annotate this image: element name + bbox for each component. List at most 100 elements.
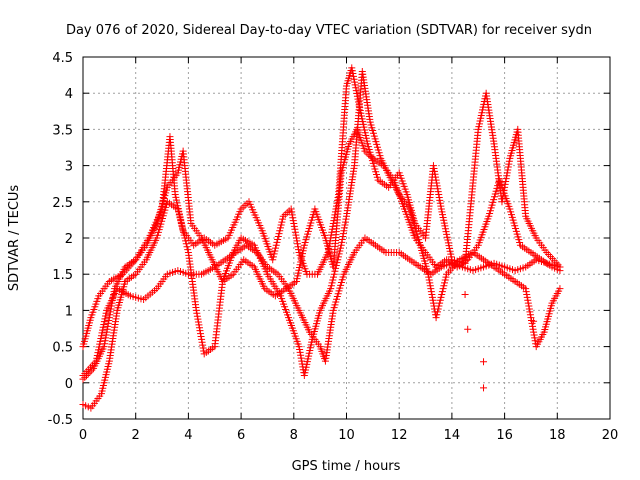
data-point <box>530 328 538 336</box>
y-tick-label: 3 <box>65 160 73 175</box>
data-point <box>526 311 534 319</box>
data-point <box>295 343 303 351</box>
data-point <box>104 322 112 330</box>
data-point <box>436 196 444 204</box>
data-point <box>556 263 564 271</box>
data-point <box>338 235 346 243</box>
data-point <box>429 162 437 170</box>
data-point <box>193 312 201 320</box>
data-point <box>438 288 446 296</box>
data-point <box>498 198 506 206</box>
data-point <box>427 285 435 293</box>
data-point <box>327 282 335 290</box>
x-tick-label: 6 <box>237 428 245 443</box>
data-point <box>296 348 304 356</box>
data-point <box>527 314 535 322</box>
data-point <box>181 234 189 242</box>
data-point <box>433 182 441 190</box>
data-point <box>183 243 191 251</box>
data-point <box>339 233 347 241</box>
data-point <box>180 231 188 239</box>
data-point <box>341 221 349 229</box>
data-point <box>178 222 186 230</box>
data-point <box>290 220 298 228</box>
data-point <box>431 170 439 178</box>
data-point <box>433 179 441 187</box>
grid-lines <box>83 57 610 419</box>
data-point <box>348 64 356 72</box>
y-tick-label: 1 <box>65 304 73 319</box>
data-point <box>329 222 337 230</box>
data-point <box>279 215 287 223</box>
data-point <box>442 273 450 281</box>
data-point <box>480 358 488 366</box>
y-tick-label: 4 <box>65 87 73 102</box>
data-point <box>291 228 299 236</box>
data-point <box>193 309 201 317</box>
data-point <box>434 185 442 193</box>
data-point <box>182 240 190 248</box>
data-point <box>348 67 356 75</box>
data-point <box>194 318 202 326</box>
data-point <box>523 293 531 301</box>
data-point <box>522 288 530 296</box>
data-point <box>342 215 350 223</box>
data-point <box>195 321 203 329</box>
data-point <box>352 84 360 92</box>
data-point <box>425 276 433 284</box>
data-point <box>432 176 440 184</box>
data-point <box>330 273 338 281</box>
data-point <box>525 305 533 313</box>
data-point <box>353 89 361 97</box>
data-point <box>331 267 339 275</box>
data-point <box>199 341 207 349</box>
data-point <box>176 214 184 222</box>
data-point <box>524 296 532 304</box>
y-tick-label: 0.5 <box>52 341 73 356</box>
data-point <box>337 241 345 249</box>
data-point <box>102 331 110 339</box>
data-point <box>102 334 110 342</box>
data-point <box>505 160 513 168</box>
data-point <box>351 78 359 86</box>
data-point <box>441 276 449 284</box>
data-point <box>105 314 113 322</box>
data-point <box>297 354 305 362</box>
data-point <box>431 167 439 175</box>
data-point <box>435 302 443 310</box>
data-point <box>197 330 205 338</box>
data-point <box>529 325 537 333</box>
data-point <box>351 81 359 89</box>
x-tick-label: 4 <box>184 428 192 443</box>
data-point <box>288 208 296 216</box>
data-point <box>435 191 443 199</box>
data-point <box>435 193 443 201</box>
data-point <box>289 214 297 222</box>
x-tick-label: 2 <box>132 428 140 443</box>
data-point <box>522 285 530 293</box>
data-point <box>523 290 531 298</box>
data-point <box>432 314 440 322</box>
x-axis-title: GPS time / hours <box>292 459 401 474</box>
data-point <box>427 288 435 296</box>
data-point <box>292 234 300 242</box>
data-point <box>432 173 440 181</box>
data-point <box>338 238 346 246</box>
data-point <box>336 247 344 255</box>
data-point <box>287 205 295 213</box>
data-point <box>184 246 192 254</box>
data-point <box>436 199 444 207</box>
x-tick-label: 10 <box>338 428 355 443</box>
data-point <box>192 306 200 314</box>
data-point <box>352 87 360 95</box>
data-point <box>199 344 207 352</box>
data-point <box>426 282 434 290</box>
data-point <box>349 72 357 80</box>
data-point <box>291 225 299 233</box>
data-point <box>334 253 342 261</box>
data-point <box>105 317 113 325</box>
data-point <box>464 325 472 333</box>
data-point <box>269 256 277 264</box>
data-point <box>430 164 438 172</box>
data-point <box>293 240 301 248</box>
